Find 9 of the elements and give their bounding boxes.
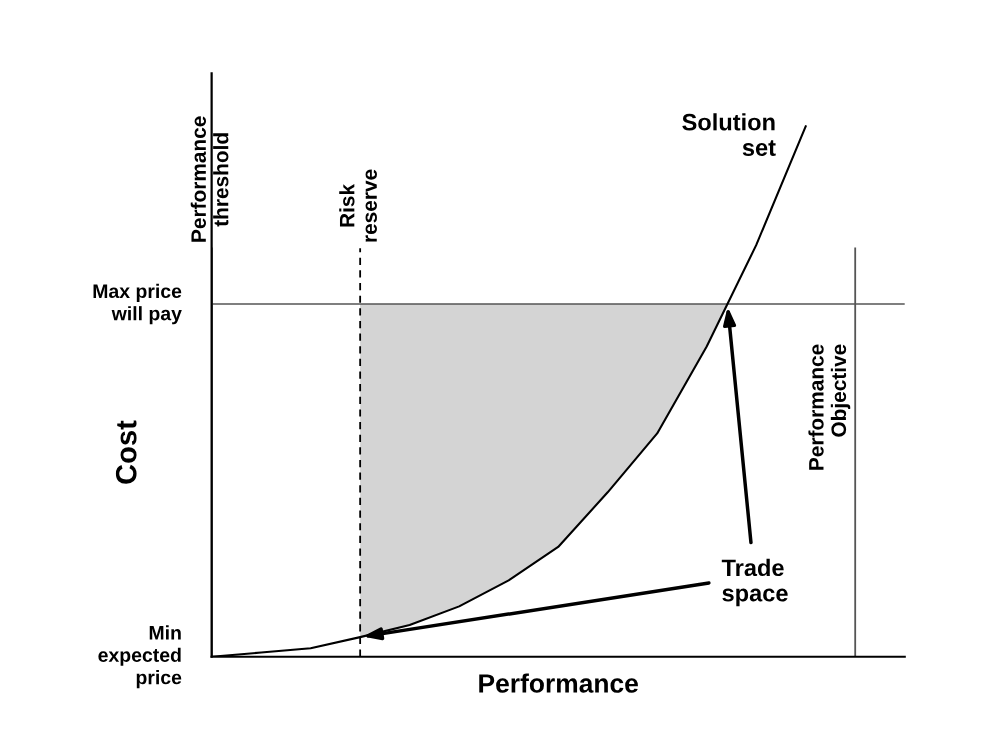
annotation: Performance threshold xyxy=(190,116,229,242)
x-axis-title: Performance xyxy=(479,673,638,693)
annotation: Performance Objective xyxy=(808,344,851,470)
y-axis-title: Cost xyxy=(115,420,137,484)
annotation: Trade space xyxy=(721,558,788,607)
annotation: Solution set xyxy=(682,113,776,157)
annotation: Risk reserve xyxy=(339,169,377,242)
ref-line-label: Min expected price xyxy=(98,625,182,689)
ref-line-label: Max price will pay xyxy=(93,283,182,325)
